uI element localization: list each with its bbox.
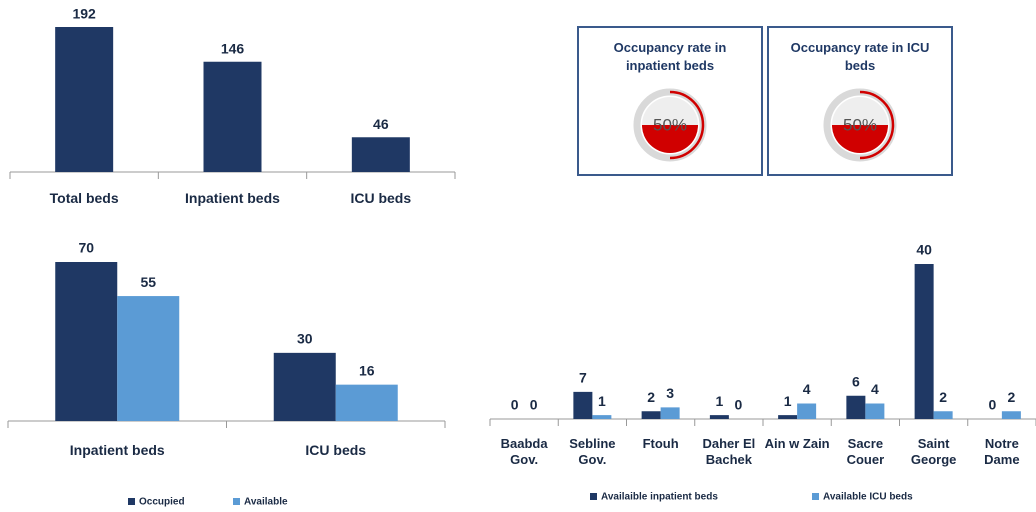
- bar: [865, 403, 885, 419]
- value-label: 4: [871, 381, 879, 397]
- value-label: 4: [803, 381, 811, 397]
- bar: [592, 415, 612, 419]
- bar: [778, 415, 798, 419]
- x-tick-label: Inpatient beds: [185, 190, 280, 206]
- bar: [797, 403, 817, 419]
- value-label: 2: [939, 389, 947, 405]
- value-label: 7: [579, 370, 587, 386]
- x-tick-label: Notre Dame: [984, 436, 1020, 468]
- x-tick-label: Baabda Gov.: [500, 436, 548, 468]
- bar: [1001, 411, 1021, 419]
- x-tick-label: Sebline Gov.: [569, 436, 616, 468]
- gauge-value: 50%: [653, 115, 687, 134]
- gauge-arc: [859, 90, 895, 160]
- value-label: 70: [78, 240, 94, 256]
- value-label: 0: [734, 397, 742, 413]
- value-label: 2: [1007, 389, 1015, 405]
- bar: [846, 395, 866, 419]
- bar: [117, 296, 180, 421]
- value-label: 146: [221, 40, 245, 56]
- value-label: 192: [72, 6, 96, 22]
- legend-swatch: [128, 498, 135, 505]
- value-label: 0: [530, 397, 538, 413]
- x-tick-label: Saint George: [910, 436, 957, 468]
- x-tick-label: Ain w Zain: [764, 436, 830, 451]
- legend-label: Availaible inpatient beds: [601, 492, 718, 503]
- legend-label: Available: [244, 497, 288, 508]
- value-label: 6: [852, 373, 860, 389]
- bar: [660, 407, 680, 419]
- bar: [203, 61, 262, 173]
- gauge-title: Occupancy rate in ICU beds: [790, 40, 930, 73]
- value-label: 2: [647, 389, 655, 405]
- value-label: 46: [373, 116, 389, 132]
- bar: [933, 411, 953, 419]
- legend-swatch: [590, 493, 597, 500]
- bar: [351, 137, 410, 172]
- bar: [55, 27, 114, 172]
- gauge-arc: [669, 90, 705, 160]
- value-label: 1: [598, 393, 606, 409]
- x-tick-label: ICU beds: [305, 442, 367, 458]
- legend-label: Available ICU beds: [823, 492, 913, 503]
- value-label: 0: [511, 397, 519, 413]
- bar: [641, 411, 661, 419]
- bar: [55, 262, 118, 421]
- gauge-fill: [832, 125, 888, 153]
- legend-swatch: [233, 498, 240, 505]
- value-label: 55: [140, 274, 156, 290]
- x-tick-label: Ftouh: [642, 436, 679, 451]
- x-tick-label: Sacre Couer: [846, 436, 885, 468]
- bar: [335, 384, 398, 421]
- value-label: 0: [988, 397, 996, 413]
- bar: [573, 391, 593, 419]
- legend-label: Occupied: [139, 497, 185, 508]
- x-tick-label: Total beds: [49, 190, 119, 206]
- value-label: 40: [916, 242, 932, 258]
- value-label: 3: [666, 385, 674, 401]
- gauge-fill: [642, 125, 698, 153]
- x-tick-label: ICU beds: [350, 190, 412, 206]
- gauge-value: 50%: [843, 115, 877, 134]
- legend-swatch: [812, 493, 819, 500]
- x-tick-label: Inpatient beds: [69, 442, 165, 458]
- value-label: 30: [297, 331, 313, 347]
- x-tick-label: Daher El Bachek: [702, 436, 756, 468]
- gauge-title: Occupancy rate in inpatient beds: [613, 40, 727, 73]
- bar: [709, 415, 729, 419]
- value-label: 1: [784, 393, 792, 409]
- value-label: 16: [359, 362, 375, 378]
- value-label: 1: [715, 393, 723, 409]
- bar: [273, 352, 336, 421]
- bar: [914, 264, 934, 419]
